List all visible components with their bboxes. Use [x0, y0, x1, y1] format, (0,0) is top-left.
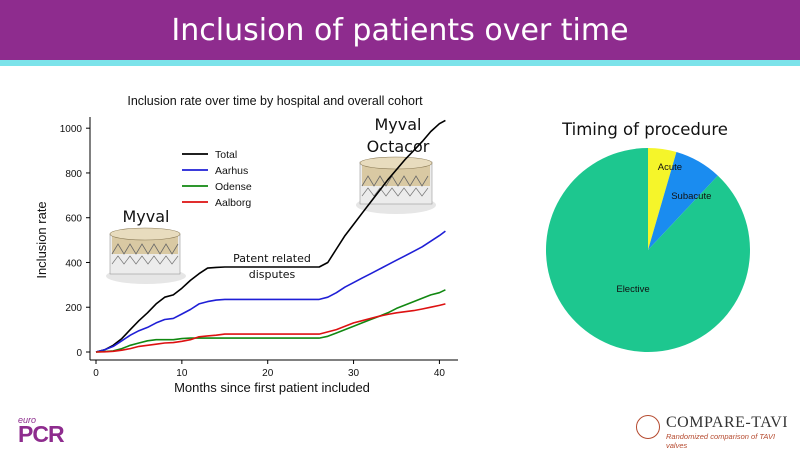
pie-labels: Acute Subacute Elective	[616, 162, 711, 295]
y-axis-ticks: 0 200 400 600 800 1000	[60, 124, 90, 359]
myval-label-left: Myval	[123, 207, 170, 226]
pie-slice-acute	[648, 148, 677, 250]
series-line-aalborg	[95, 303, 446, 353]
legend-label-odense: Odense	[215, 181, 252, 193]
x-tick-label: 30	[348, 368, 360, 379]
header-accent-strip	[0, 60, 800, 66]
line-chart: Inclusion rate over time by hospital and…	[34, 94, 458, 395]
europcr-logo-main-text: PCR	[18, 421, 65, 447]
y-tick-label: 600	[65, 214, 82, 225]
myval-valve-image-left	[106, 227, 186, 284]
pie-label-acute: Acute	[658, 162, 682, 173]
pie-label-subacute: Subacute	[671, 191, 711, 202]
pie-label-elective: Elective	[616, 284, 649, 295]
dispute-annotation-line2: disputes	[249, 268, 296, 281]
pie-slice-subacute	[648, 152, 718, 250]
x-tick-label: 40	[434, 368, 446, 379]
compare-tavi-name: COMPARE-TAVI	[666, 414, 789, 431]
compare-tavi-tagline: Randomized comparison of TAVI valves	[666, 432, 776, 450]
pie-slice-elective	[545, 148, 750, 352]
slide-title: Inclusion of patients over time	[171, 12, 629, 48]
legend-label-aarhus: Aarhus	[215, 165, 248, 177]
x-tick-label: 0	[93, 368, 99, 379]
dispute-annotation-line1: Patent related	[233, 252, 311, 265]
octacor-label-right: Octacor	[367, 137, 430, 156]
y-tick-label: 400	[65, 258, 82, 269]
y-tick-label: 200	[65, 303, 82, 314]
x-axis-title: Months since first patient included	[174, 380, 370, 395]
myval-octacor-valve-image	[356, 156, 436, 214]
x-axis-ticks: 0 10 20 30 40	[93, 360, 445, 379]
line-chart-title: Inclusion rate over time by hospital and…	[127, 94, 423, 108]
series-lines	[95, 119, 446, 353]
legend-label-total: Total	[215, 149, 237, 161]
series-line-odense	[95, 289, 446, 353]
y-tick-label: 1000	[60, 124, 83, 135]
legend-label-aalborg: Aalborg	[215, 197, 251, 209]
myval-label-right: Myval	[375, 115, 422, 134]
y-tick-label: 0	[76, 348, 82, 359]
compare-tavi-emblem-icon	[636, 415, 660, 439]
series-line-aarhus	[95, 230, 446, 353]
line-chart-legend: Total Aarhus Odense Aalborg	[182, 149, 252, 209]
europcr-logo: euro PCR	[18, 415, 78, 447]
x-tick-label: 20	[262, 368, 274, 379]
pie-slices	[545, 148, 750, 352]
y-tick-label: 800	[65, 169, 82, 180]
slide-header: Inclusion of patients over time	[0, 0, 800, 60]
pie-chart: Timing of procedure Acute Subacute Electiv…	[545, 120, 750, 352]
pie-chart-title: Timing of procedure	[561, 120, 728, 139]
compare-tavi-logo: COMPARE-TAVI Randomized comparison of TA…	[636, 413, 796, 450]
europcr-logo-small-text: euro	[18, 415, 37, 425]
x-tick-label: 10	[176, 368, 188, 379]
series-line-total	[95, 119, 446, 353]
y-axis-title: Inclusion rate	[34, 201, 49, 278]
